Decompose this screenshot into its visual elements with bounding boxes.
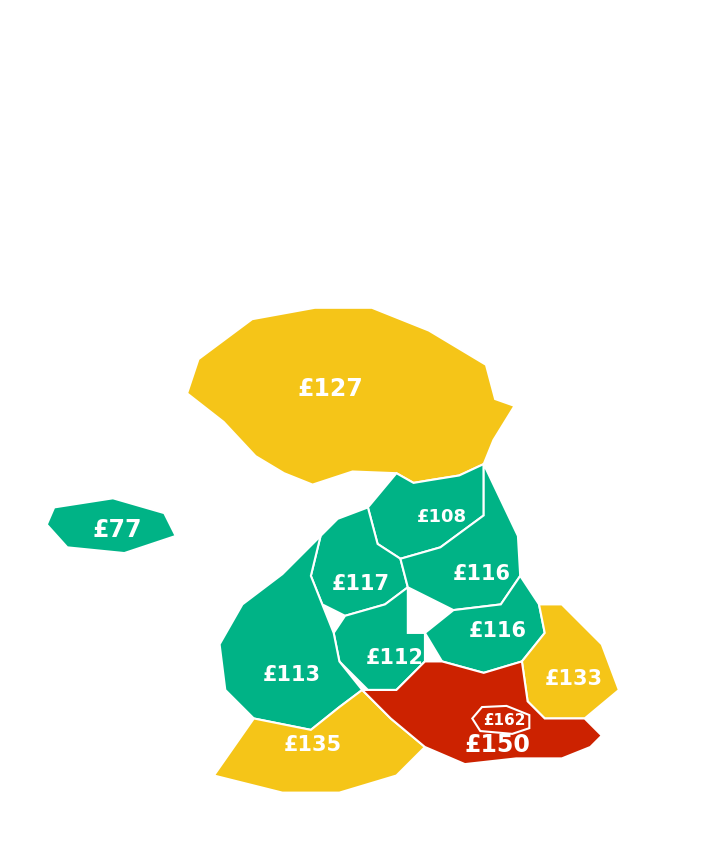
Polygon shape — [214, 690, 425, 792]
Text: £127: £127 — [298, 377, 364, 401]
Polygon shape — [401, 464, 520, 610]
Polygon shape — [425, 576, 545, 673]
Polygon shape — [187, 308, 515, 484]
Polygon shape — [311, 507, 408, 616]
Polygon shape — [522, 604, 619, 718]
Text: £117: £117 — [332, 574, 389, 594]
Text: £77: £77 — [92, 518, 142, 542]
Polygon shape — [220, 536, 362, 730]
Text: HOW DOES STUDENT RENT: HOW DOES STUDENT RENT — [25, 26, 593, 63]
Text: £150: £150 — [464, 734, 530, 757]
Text: £108: £108 — [417, 508, 467, 526]
Polygon shape — [362, 661, 602, 764]
Text: £112: £112 — [366, 648, 424, 668]
Text: £133: £133 — [544, 669, 602, 688]
Polygon shape — [47, 499, 175, 553]
Text: £113: £113 — [263, 665, 321, 685]
Polygon shape — [368, 464, 483, 559]
Polygon shape — [472, 706, 529, 734]
Text: £116: £116 — [453, 564, 511, 584]
Text: VARY AROUND THE UK?: VARY AROUND THE UK? — [25, 94, 520, 129]
Text: £135: £135 — [284, 735, 342, 756]
Text: £162: £162 — [483, 713, 526, 728]
Polygon shape — [334, 587, 425, 690]
Text: £116: £116 — [468, 621, 526, 641]
